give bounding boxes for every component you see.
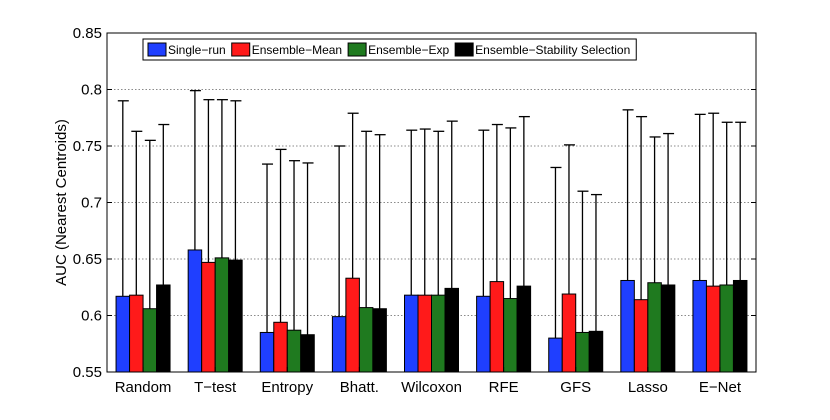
x-tick-label: GFS: [560, 379, 591, 396]
bar: [633, 299, 649, 373]
bar: [444, 287, 459, 373]
bar: [417, 294, 432, 373]
y-tick-label: 0.6: [81, 308, 102, 325]
bar: [476, 295, 491, 373]
bar: [705, 285, 721, 373]
bar: [575, 331, 590, 373]
bar: [129, 294, 144, 373]
bar: [187, 249, 203, 373]
x-tick-label: Wilcoxon: [401, 379, 462, 396]
x-axis-labels: Random T−test Entropy Bhatt. Wilcoxon RFE GFS L…: [115, 367, 742, 396]
bar: [431, 294, 446, 373]
bar: [228, 259, 243, 373]
y-tick-label: 0.7: [81, 195, 102, 212]
bar: [404, 294, 419, 373]
bar: [548, 337, 563, 373]
bars: [115, 249, 748, 373]
y-axis-label: AUC (Nearest Centroids): [53, 119, 70, 286]
bar: [259, 331, 275, 373]
legend-swatch: [454, 42, 474, 57]
bar: [142, 308, 158, 373]
bar: [588, 330, 604, 373]
x-tick-label: Random: [115, 379, 172, 396]
bar: [489, 281, 505, 373]
y-tick-label: 0.8: [81, 82, 102, 99]
bar: [273, 321, 288, 373]
x-tick-label: RFE: [489, 379, 519, 396]
error-bars: [117, 89, 747, 339]
bar: [156, 284, 171, 373]
legend-label: Single−run: [168, 43, 226, 57]
bar: [358, 307, 374, 373]
bar: [331, 316, 347, 373]
y-tick-label: 0.75: [73, 138, 102, 155]
bar: [620, 279, 635, 373]
bar: [300, 334, 315, 373]
y-tick-label: 0.85: [73, 25, 102, 42]
x-tick-label: T−test: [194, 379, 237, 396]
bar: [503, 298, 518, 373]
legend-swatch: [347, 42, 367, 57]
bar: [719, 284, 734, 373]
legend-box: [142, 38, 637, 61]
bar: [214, 257, 230, 373]
bar: [516, 285, 532, 373]
bar: [115, 295, 131, 373]
bar: [372, 308, 387, 373]
x-tick-label: E−Net: [699, 379, 742, 396]
bar: [561, 293, 577, 373]
bar: [660, 284, 676, 373]
legend-label: Ensemble−Mean: [252, 43, 342, 57]
y-tick-label: 0.55: [73, 364, 102, 381]
y-tick-label: 0.65: [73, 251, 102, 268]
legend-swatch: [147, 42, 167, 57]
bar: [692, 279, 707, 373]
x-tick-label: Entropy: [261, 379, 313, 396]
legend-label: Ensemble−Stability Selection: [475, 43, 630, 57]
x-tick-label: Lasso: [628, 379, 668, 396]
bar: [201, 261, 216, 373]
bar: [345, 277, 360, 373]
bar: [732, 279, 748, 373]
legend: Single−run Ensemble−Mean Ensemble−Exp Ensem…: [142, 38, 637, 61]
y-axis-ticks: 0.55 0.6 0.65 0.7 0.75 0.8 0.85: [73, 25, 756, 381]
legend-swatch: [231, 42, 251, 57]
x-tick-label: Bhatt.: [340, 379, 379, 396]
bar: [647, 282, 662, 373]
legend-label: Ensemble−Exp: [368, 43, 449, 57]
bar: [286, 329, 302, 373]
